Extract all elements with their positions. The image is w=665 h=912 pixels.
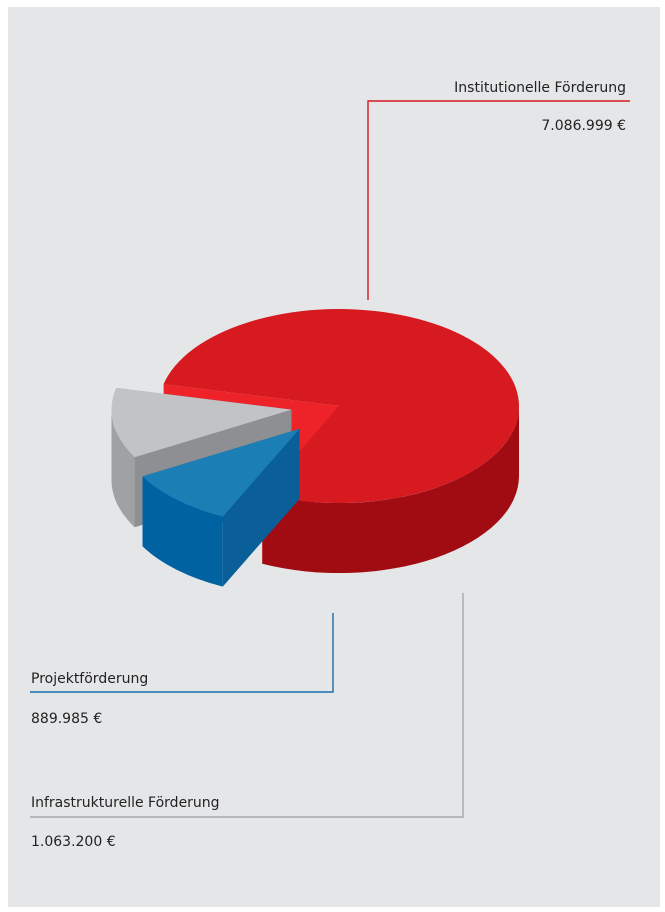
leader-line-projekt [30, 613, 334, 693]
slice-infrastruktur-side-0 [111, 409, 135, 528]
slice-institutionelle-side-0 [262, 406, 520, 574]
leader-line-infrastruktur [30, 593, 464, 818]
label-infrastruktur-name: Infrastrukturelle Förderung [31, 795, 220, 811]
slice-projektfoerderung [142, 428, 300, 587]
leader-line-institutionelle [367, 100, 630, 300]
label-institutionelle-value: 7.086.999 € [541, 118, 626, 134]
slice-infrastruktur-top [111, 387, 292, 458]
label-infrastruktur-value: 1.063.200 € [31, 834, 116, 850]
label-projekt-name: Projektförderung [31, 671, 148, 687]
slice-projekt-top [142, 428, 300, 517]
label-institutionelle-name: Institutionelle Förderung [454, 80, 626, 96]
label-projekt-value: 889.985 € [31, 711, 102, 727]
slice-projekt-side-0 [142, 476, 223, 587]
slice-institutionelle-top [163, 309, 519, 504]
